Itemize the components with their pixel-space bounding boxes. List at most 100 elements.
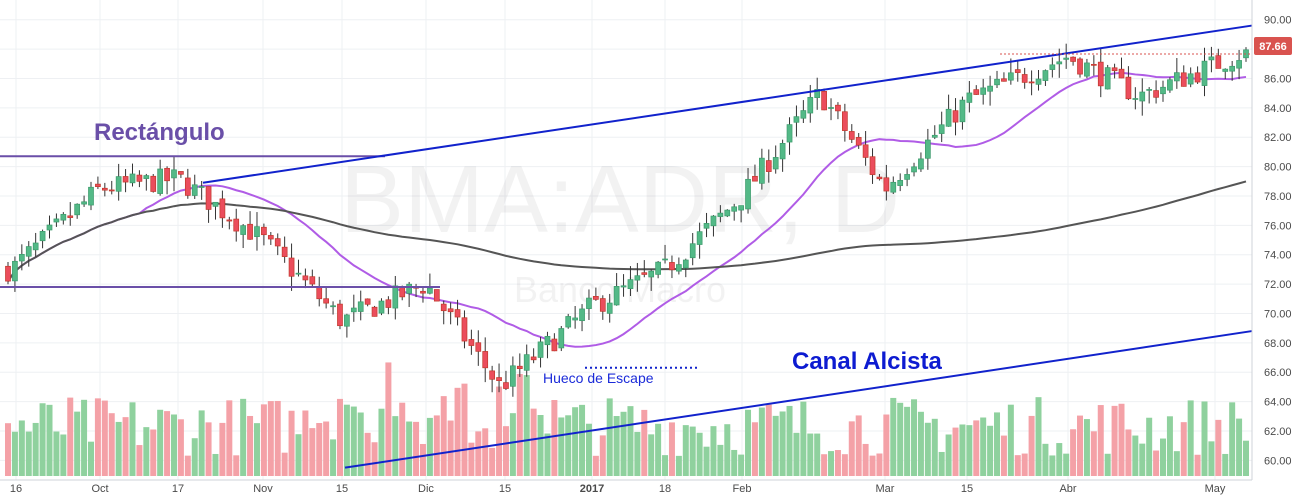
y-tick-label: 68.00 (1264, 338, 1292, 350)
volume-bar (336, 398, 343, 476)
candle-body (1118, 68, 1125, 79)
volume-bar (634, 431, 641, 476)
volume-bar (1056, 443, 1063, 476)
ma-short-line (7, 71, 1247, 348)
candle-body (143, 175, 150, 179)
volume-bar (212, 453, 219, 476)
candle-body (1187, 73, 1194, 85)
volume-bar (67, 397, 74, 476)
volume-bar (330, 439, 337, 476)
candle-body (669, 262, 675, 271)
volume-bar (447, 420, 454, 476)
candle-body (620, 285, 627, 288)
volume-bar (281, 452, 288, 476)
volume-bar (343, 404, 350, 476)
volume-bar (1104, 453, 1111, 476)
volume-bar (496, 386, 503, 476)
x-tick-label: 15 (499, 483, 511, 495)
candle-body (835, 104, 841, 112)
candle-body (1215, 55, 1222, 69)
candle-body (212, 201, 219, 207)
volume-bar (1187, 400, 1194, 476)
volume-bar (454, 387, 461, 476)
volume-bar (841, 454, 848, 476)
candle-body (399, 286, 406, 298)
volume-bar (240, 398, 247, 476)
candle-body (869, 156, 876, 175)
volume-bar (890, 397, 897, 476)
candle-body (676, 264, 682, 272)
candle-body (627, 279, 634, 290)
volume-bar (1083, 419, 1090, 476)
volume-bar (911, 399, 918, 476)
candle-body (807, 97, 814, 114)
volume-bar (87, 441, 94, 476)
candle-body (848, 131, 855, 140)
candle-body (862, 144, 869, 158)
candle-body (433, 289, 440, 302)
volume-bar (1014, 455, 1021, 476)
volume-bar (648, 434, 655, 476)
x-tick-label: 2017 (580, 483, 604, 495)
volume-bar (219, 422, 226, 476)
candle-body (1125, 76, 1132, 100)
x-tick-label: Nov (253, 483, 273, 495)
candle-body (682, 259, 689, 269)
candle-body (772, 157, 779, 170)
candle-body (378, 300, 385, 314)
candle-body (655, 261, 661, 275)
volume-bar (1243, 440, 1249, 476)
volume-bar (585, 423, 592, 476)
volume-bar (1035, 397, 1042, 476)
candle-body (710, 215, 717, 227)
volume-bar (46, 404, 53, 476)
volume-bar (627, 406, 634, 476)
candle-body (122, 176, 129, 183)
candle-body (454, 309, 461, 318)
candle-body (724, 209, 731, 217)
volume-bar (772, 415, 779, 476)
candle-body (510, 365, 516, 387)
y-tick-label: 76.00 (1264, 220, 1292, 232)
candle-body (108, 189, 115, 192)
volume-bar (537, 415, 544, 476)
watermark-company: Banco Macro (514, 269, 726, 310)
volume-bar (620, 411, 627, 476)
volume-bar (136, 445, 143, 476)
candle-body (171, 169, 177, 179)
candle-body (731, 206, 738, 212)
candle-body (503, 382, 509, 389)
y-tick-label: 62.00 (1264, 426, 1292, 438)
x-tick-label: Mar (876, 483, 895, 495)
candle-body (1028, 81, 1035, 84)
volume-bar (917, 411, 924, 476)
candle-body (482, 351, 489, 369)
volume-bar (247, 415, 254, 476)
volume-bar (364, 432, 371, 476)
candle-body (738, 205, 744, 211)
candle-body (1070, 56, 1076, 62)
candle-body (745, 178, 751, 210)
volume-bar (1229, 402, 1236, 476)
volume-bar (440, 396, 447, 476)
candle-body (12, 260, 18, 282)
x-tick-label: 17 (172, 483, 184, 495)
volume-bar (959, 424, 966, 476)
volume-bar (502, 426, 509, 476)
volume-bar (39, 403, 46, 476)
candle-body (295, 272, 302, 275)
volume-bar (980, 417, 987, 476)
candle-body (254, 226, 260, 237)
candle-body (593, 296, 599, 300)
candle-body (1173, 72, 1180, 82)
channel-label: Canal Alcista (792, 348, 942, 375)
x-tick-label: Dic (418, 483, 434, 495)
candle-body (1021, 74, 1028, 83)
volume-bar (18, 420, 25, 476)
volume-bar (869, 455, 876, 476)
candle-body (88, 186, 94, 206)
volume-bar (821, 454, 828, 476)
x-axis: 16 Oct 17 Nov 15 Dic 15 2017 18 Feb Mar 15 Abr May (0, 479, 1252, 495)
candle-body (1229, 65, 1236, 72)
